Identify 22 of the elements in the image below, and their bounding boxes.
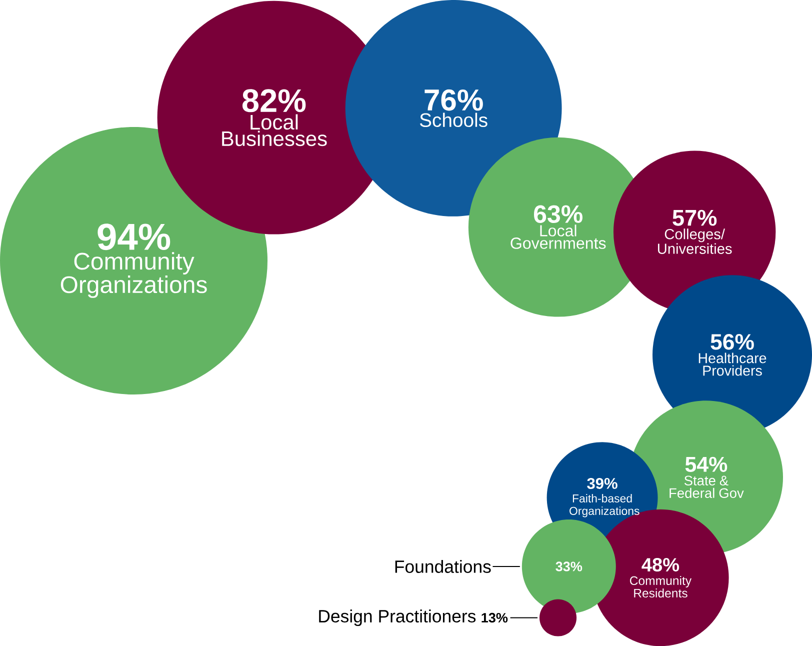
category-label: Community Organizations [60,252,207,298]
data-label: 56% [710,334,754,350]
data-label: 57% [672,210,717,226]
data-label: 54% [685,456,728,472]
data-label: 63% [534,205,582,223]
category-label: State & Federal Gov [670,476,744,498]
category-label: Colleges/ Universities [658,228,732,254]
data-label: 39% [587,478,618,489]
data-label: 13% [482,612,508,623]
data-label: 76% [424,89,483,111]
data-label: 94% [98,224,170,250]
category-label: Foundations [395,560,491,573]
data-label: 33% [556,562,582,572]
data-label: 82% [242,89,306,112]
category-label: Faith-based Organizations [570,494,640,518]
category-label: Healthcare Providers [698,352,766,376]
category-label: Schools [420,112,488,127]
category-label: Local Businesses [222,114,327,146]
category-label: Community Residents [630,576,692,598]
data-label: 48% [642,558,680,572]
category-label: Local Governments [510,224,606,249]
category-label: Design Practitioners [319,609,476,626]
